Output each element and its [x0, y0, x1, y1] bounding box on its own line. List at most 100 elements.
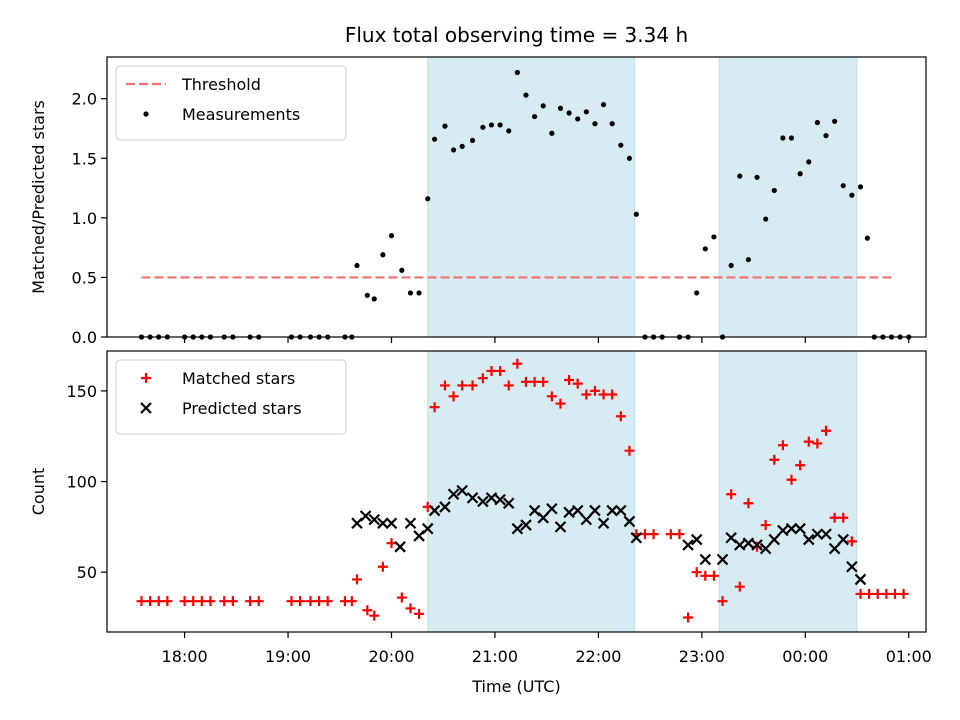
matched-stars-point	[529, 376, 540, 387]
predicted-stars-point	[777, 524, 789, 537]
measurements-point	[399, 267, 405, 273]
predicted-stars-point	[623, 515, 636, 528]
measurements-point	[566, 110, 572, 116]
predicted-stars-point	[630, 531, 643, 544]
legend-box	[115, 65, 347, 141]
matched-stars-point	[369, 610, 380, 621]
matched-stars-point	[674, 529, 685, 540]
matched-stars-point	[726, 489, 737, 500]
matched-stars-point	[786, 474, 797, 485]
matched-stars-point	[477, 373, 488, 384]
y-tick-label: 50	[77, 563, 97, 582]
predicted-stars-point	[439, 501, 451, 513]
matched-stars-point	[486, 365, 497, 376]
matched-stars-point	[253, 596, 264, 607]
measurements-point	[480, 124, 486, 130]
measurements-point	[754, 174, 760, 180]
measurements-point	[694, 290, 700, 296]
matched-stars-point	[624, 445, 635, 456]
measurements-point	[849, 192, 855, 198]
matched-stars-point	[520, 376, 531, 387]
measurements-point	[864, 235, 870, 241]
legend-label: Matched stars	[182, 369, 295, 388]
matched-stars-point	[820, 425, 831, 436]
measurements-point	[771, 187, 777, 194]
measurements-point	[814, 119, 820, 126]
predicted-stars-point	[854, 573, 867, 586]
measurements-point	[506, 128, 512, 134]
y-tick-label: 0.5	[72, 268, 97, 287]
legend: Matched stars Predicted stars	[115, 359, 347, 435]
predicted-stars-point	[794, 522, 806, 535]
predicted-stars-point	[802, 533, 815, 546]
matched-stars-point	[581, 389, 592, 400]
predicted-stars-point	[502, 497, 515, 510]
matched-stars-point	[386, 538, 397, 549]
matched-stars-point	[414, 608, 425, 619]
matched-stars-point	[219, 596, 230, 607]
measurements-point	[523, 92, 529, 98]
matched-stars-point	[572, 378, 583, 389]
shaded-interval	[718, 350, 858, 633]
measurements-point	[514, 69, 520, 76]
measurements-point	[857, 184, 864, 190]
predicted-stars-point	[377, 517, 389, 530]
x-tick-label: 00:00	[782, 647, 828, 666]
matched-stars-point	[691, 567, 702, 578]
y-tick-label: 150	[66, 382, 97, 401]
matched-stars-point	[439, 380, 450, 391]
y-tick-label: 2.0	[72, 90, 97, 109]
x-tick-label: 23:00	[679, 647, 725, 666]
matched-stars-point	[205, 596, 216, 607]
y-tick-label: 100	[66, 473, 97, 492]
y-tick-label: 0.0	[72, 328, 97, 347]
predicted-stars-point	[828, 542, 841, 555]
measurements-point	[416, 290, 422, 296]
measurements-point	[806, 159, 812, 165]
matched-stars-point	[607, 389, 618, 400]
predicted-stars-point	[359, 510, 372, 522]
x-tick-label: 20:00	[368, 647, 414, 666]
matched-stars-point	[615, 411, 626, 422]
measurements-point	[432, 136, 438, 142]
legend-swatch-matched	[141, 373, 151, 383]
matched-stars-point	[346, 596, 357, 607]
measurements-point	[532, 113, 538, 120]
matched-stars-point	[846, 536, 857, 547]
predicted-stars-point	[428, 504, 441, 517]
measurements-point	[737, 173, 743, 179]
matched-stars-point	[286, 596, 297, 607]
predicted-stars-point	[734, 539, 746, 551]
measurements-point	[633, 211, 639, 217]
matched-stars-point	[639, 529, 650, 540]
measurements-point	[540, 103, 546, 109]
predicted-stars-point	[394, 541, 406, 553]
measurements-point	[618, 142, 624, 148]
matched-stars-point	[795, 460, 806, 471]
matched-stars-point	[700, 570, 711, 581]
measurements-point	[371, 296, 377, 302]
measurements-point	[459, 143, 465, 149]
matched-stars-point	[777, 440, 788, 451]
measurements-point	[823, 133, 829, 139]
measurements-point	[354, 262, 360, 269]
measurements-point	[592, 121, 598, 127]
x-tick-label: 19:00	[265, 647, 311, 666]
matched-stars-point	[598, 389, 609, 400]
matched-stars-point	[898, 588, 909, 599]
predicted-stars-point	[571, 504, 584, 517]
legend-label: Measurements	[182, 105, 300, 124]
predicted-stars-point	[385, 517, 398, 530]
top-panel: 0.0 0.5 1.0 1.5 2.0 Matched/Predicted stars Fl…	[29, 23, 927, 347]
matched-stars-point	[683, 612, 694, 623]
matched-stars-point	[838, 512, 849, 523]
matched-stars-point	[136, 596, 147, 607]
predicted-stars-point	[820, 528, 832, 540]
bottom-panel: 50 100 150 18:00 19:00 20:00 21:00 22:00 23:00 00…	[29, 350, 932, 696]
predicted-stars-point	[682, 539, 694, 551]
predicted-stars-point	[742, 537, 755, 549]
predicted-stars-point	[785, 522, 798, 535]
predicted-stars-point	[563, 506, 575, 519]
matched-stars-point	[812, 438, 823, 449]
measurements-point	[450, 147, 457, 153]
